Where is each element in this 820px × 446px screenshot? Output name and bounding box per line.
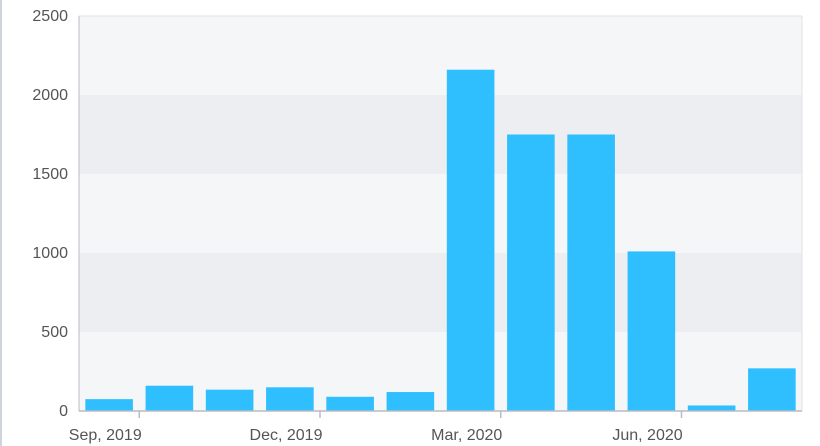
bar-2 xyxy=(145,385,194,411)
bar-10 xyxy=(627,251,676,411)
y-tick-label: 2000 xyxy=(32,87,68,104)
bar-3 xyxy=(205,389,254,411)
bar-8 xyxy=(507,134,555,411)
bar-9 xyxy=(567,134,615,411)
y-tick-label: 1000 xyxy=(32,245,68,262)
grid-band xyxy=(79,174,802,253)
bar-7 xyxy=(446,69,495,411)
grid-band xyxy=(79,332,802,411)
x-tick-label: Sep, 2019 xyxy=(69,427,142,444)
grid-band xyxy=(79,253,802,332)
y-tick-label: 2500 xyxy=(32,8,68,25)
bar-1 xyxy=(85,399,133,411)
grid-band xyxy=(79,16,802,95)
bar-11 xyxy=(687,405,736,411)
bar-12 xyxy=(748,368,796,411)
x-tick-label: Mar, 2020 xyxy=(431,427,502,444)
y-tick-label: 0 xyxy=(59,403,68,420)
x-tick-label: Dec, 2019 xyxy=(250,427,323,444)
bar-5 xyxy=(326,396,374,411)
x-tick-label: Jun, 2020 xyxy=(612,427,682,444)
y-tick-label: 1500 xyxy=(32,166,68,183)
y-tick-label: 500 xyxy=(41,324,68,341)
left-edge-divider xyxy=(0,0,2,446)
bar-4 xyxy=(266,387,314,411)
grid-band xyxy=(79,95,802,174)
bar-6 xyxy=(386,392,435,411)
